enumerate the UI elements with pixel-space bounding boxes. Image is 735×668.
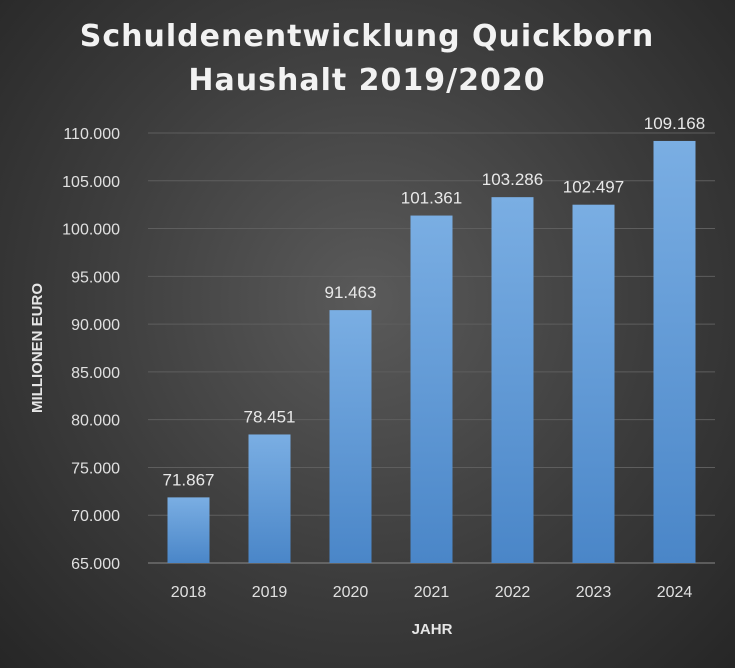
x-tick-label-2024: 2024 [657, 584, 693, 601]
chart-subtitle: Haushalt 2019/2020 [188, 63, 545, 98]
y-tick-label: 95.000 [71, 269, 120, 286]
x-tick-label-2023: 2023 [576, 584, 612, 601]
x-tick-label-2018: 2018 [171, 584, 207, 601]
data-label-2018: 71.867 [163, 470, 215, 489]
data-label-2019: 78.451 [244, 407, 296, 426]
data-labels: 71.867 78.451 91.463 101.361 103.286 102.497 1… [163, 114, 706, 489]
y-tick-label: 75.000 [71, 460, 120, 477]
bar-2020 [329, 310, 372, 563]
bar-2018 [167, 497, 210, 563]
data-label-2024: 109.168 [644, 114, 705, 133]
bar-2024 [653, 140, 696, 563]
bar-2022 [491, 197, 534, 563]
x-tick-label-2021: 2021 [414, 584, 450, 601]
data-label-2023: 102.497 [563, 178, 624, 197]
y-tick-label: 80.000 [71, 413, 120, 430]
data-label-2022: 103.286 [482, 170, 543, 189]
y-axis-ticks: 65.000 70.000 75.000 80.000 85.000 90.000 95.0… [62, 126, 120, 573]
x-axis-title: JAHR [412, 621, 453, 638]
y-tick-label: 100.000 [62, 222, 120, 239]
x-tick-label-2020: 2020 [333, 584, 369, 601]
x-tick-label-2022: 2022 [495, 584, 531, 601]
bar-2019 [248, 434, 291, 563]
y-axis-title: MILLIONEN EURO [29, 283, 46, 413]
y-tick-label: 70.000 [71, 508, 120, 525]
x-axis-ticks: 2018 2019 2020 2021 2022 2023 2024 [171, 584, 693, 601]
x-tick-label-2019: 2019 [252, 584, 288, 601]
y-tick-label: 90.000 [71, 317, 120, 334]
y-tick-label: 110.000 [63, 126, 120, 143]
bar-2023 [572, 204, 615, 564]
y-tick-label: 85.000 [71, 365, 120, 382]
chart-title: Schuldenentwicklung Quickborn [80, 19, 654, 54]
bar-2021 [410, 215, 453, 563]
data-label-2020: 91.463 [325, 283, 377, 302]
y-tick-label: 105.000 [62, 174, 120, 191]
bars [167, 140, 696, 564]
data-label-2021: 101.361 [401, 189, 462, 208]
y-tick-label: 65.000 [71, 556, 120, 573]
